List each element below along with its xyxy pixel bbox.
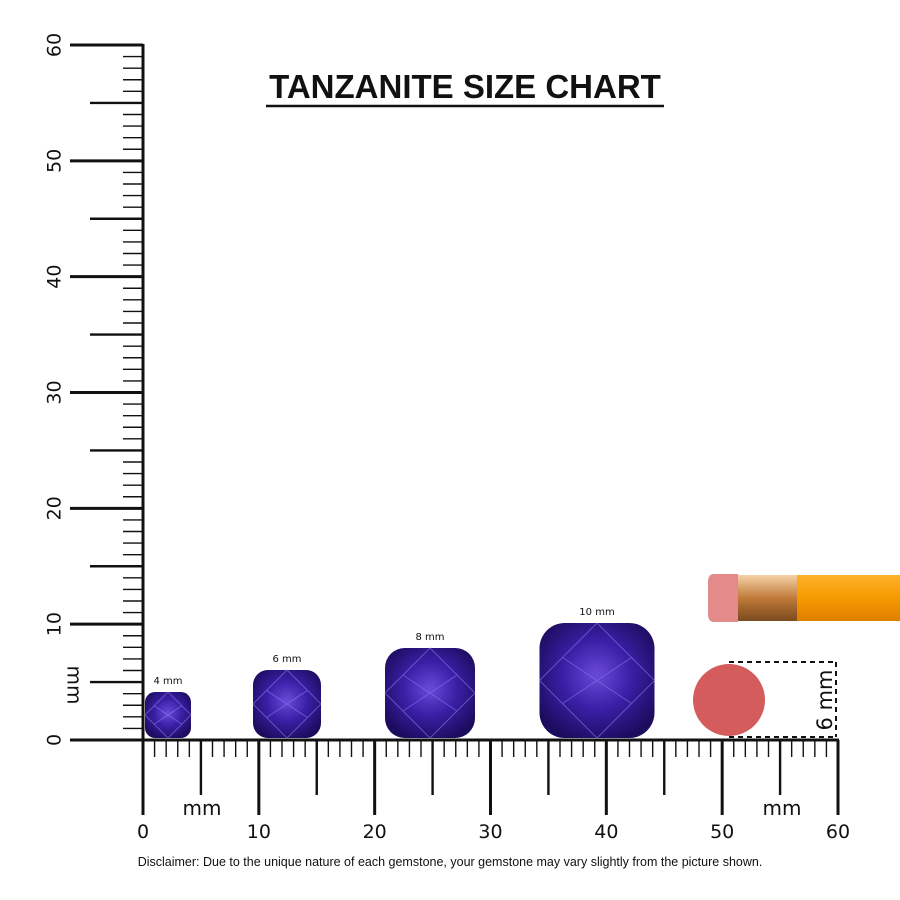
- h-label: 0: [137, 821, 149, 843]
- h-label: 10: [247, 821, 271, 843]
- gem-facets: [538, 622, 656, 739]
- h-label: 30: [478, 821, 502, 843]
- gems: 4 mm 6 mm 8 mm 10 mm: [144, 607, 656, 739]
- v-label: 10: [44, 612, 66, 636]
- h-label: 50: [710, 821, 734, 843]
- gem-label: 4 mm: [153, 676, 182, 687]
- eraser-dims: [729, 661, 837, 738]
- v-label: 60: [44, 33, 66, 57]
- pencil: [708, 574, 900, 622]
- title: TANZANITE SIZE CHART: [269, 68, 661, 105]
- v-label: 0: [44, 734, 66, 746]
- h-unit: mm: [763, 796, 802, 820]
- disclaimer: Disclaimer: Due to the unique nature of …: [138, 855, 763, 869]
- eraser-print: [693, 664, 765, 736]
- gem-facets: [384, 647, 476, 739]
- h-label: 20: [363, 821, 387, 843]
- pencil-body: [795, 575, 900, 621]
- gem-facets: [252, 669, 322, 739]
- gem-facets: [144, 691, 192, 739]
- h-label: 40: [594, 821, 618, 843]
- v-label: 20: [44, 496, 66, 520]
- h-unit: mm: [183, 796, 222, 820]
- gem-label: 6 mm: [272, 654, 301, 665]
- h-label: 60: [826, 821, 850, 843]
- rulers: 0 10 20 30 40 50 60 0 10 20 30 40 50 60 mm mm mm: [44, 33, 851, 843]
- v-label: 40: [44, 265, 66, 289]
- pencil-ferrule: [735, 575, 797, 621]
- eraser-label: 6 mm: [813, 670, 837, 731]
- v-label: 30: [44, 380, 66, 404]
- pencil-eraser: [708, 574, 738, 622]
- gem-label: 8 mm: [415, 632, 444, 643]
- v-unit: mm: [63, 666, 87, 705]
- v-label: 50: [44, 149, 66, 173]
- gem-label: 10 mm: [579, 607, 614, 618]
